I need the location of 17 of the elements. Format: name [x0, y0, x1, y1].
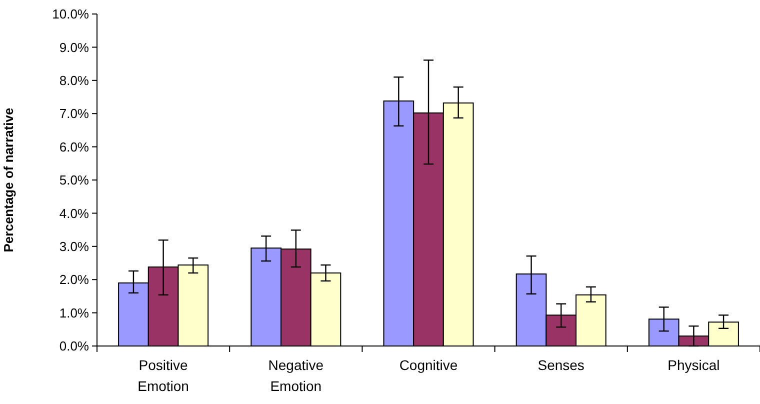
y-tick-label: 6.0% — [59, 139, 90, 154]
x-tick-label: Positive Emotion — [138, 357, 189, 394]
y-tick-label: 9.0% — [59, 40, 90, 55]
y-tick-label: 5.0% — [59, 172, 90, 188]
x-tick-label: Negative Emotion — [268, 357, 324, 394]
x-tick-label: Cognitive — [399, 357, 458, 373]
y-tick-label: 7.0% — [59, 106, 90, 122]
y-tick-label: 3.0% — [59, 238, 90, 254]
y-tick-label: 8.0% — [59, 72, 90, 88]
y-tick-label: 1.0% — [59, 305, 90, 320]
y-tick-label: 2.0% — [59, 272, 90, 288]
y-axis-title: Percentage of narrative — [1, 108, 16, 252]
x-tick-label: Senses — [538, 357, 584, 373]
y-tick-label: 4.0% — [59, 206, 90, 221]
y-tick-label: 0.0% — [59, 338, 90, 354]
x-tick-label: Physical — [668, 357, 720, 373]
y-tick-label: 10.0% — [52, 6, 90, 22]
